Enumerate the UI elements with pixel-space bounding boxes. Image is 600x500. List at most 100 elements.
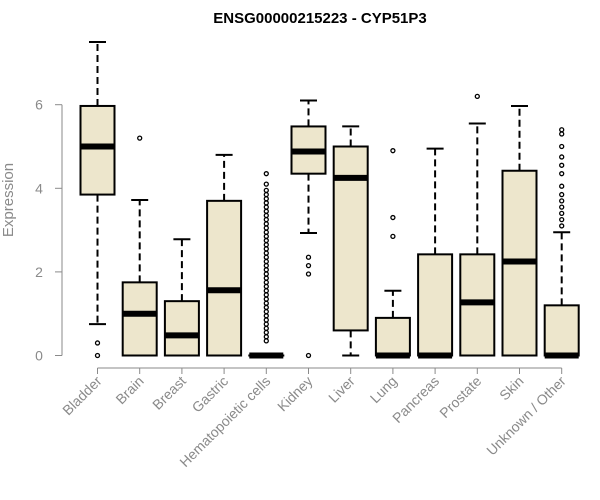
box-group bbox=[248, 171, 285, 359]
outlier-point bbox=[263, 233, 269, 240]
outlier-point bbox=[263, 329, 269, 336]
outlier-point bbox=[263, 242, 269, 248]
outlier-point bbox=[263, 267, 269, 273]
outlier-point bbox=[559, 198, 565, 204]
outlier-point bbox=[263, 262, 269, 269]
outlier-point bbox=[559, 154, 565, 160]
outlier-point bbox=[263, 208, 269, 214]
outlier-point bbox=[263, 221, 269, 227]
y-tick-label: 6 bbox=[35, 97, 43, 113]
outlier-point bbox=[559, 143, 565, 150]
x-tick-label: Skin bbox=[496, 373, 527, 404]
outlier-point bbox=[94, 340, 101, 346]
outlier-point bbox=[263, 288, 269, 294]
x-tick-label: Prostate bbox=[436, 373, 484, 421]
outlier-point bbox=[263, 246, 269, 252]
outlier-point bbox=[263, 237, 269, 244]
box-group bbox=[417, 147, 454, 359]
y-tick-label: 0 bbox=[35, 348, 43, 364]
y-tick-label: 2 bbox=[35, 264, 43, 280]
outlier-point bbox=[474, 93, 480, 99]
outlier-point bbox=[559, 131, 565, 137]
outlier-point bbox=[263, 325, 269, 331]
box bbox=[121, 281, 158, 357]
box bbox=[163, 300, 200, 357]
outlier-point bbox=[559, 127, 565, 133]
x-tick-label: Brain bbox=[112, 373, 146, 407]
outlier-point bbox=[137, 135, 143, 141]
outlier-point bbox=[559, 191, 565, 198]
outlier-point bbox=[559, 162, 565, 168]
outlier-point bbox=[263, 275, 269, 281]
box bbox=[417, 253, 454, 357]
y-axis: 0 2 4 6 bbox=[35, 97, 63, 364]
outlier-point bbox=[263, 200, 269, 206]
outlier-point bbox=[263, 283, 269, 290]
box bbox=[206, 199, 243, 357]
outlier-point bbox=[305, 352, 312, 359]
outlier-point bbox=[263, 308, 269, 315]
x-tick-label: Liver bbox=[325, 373, 358, 406]
outlier-point bbox=[305, 271, 312, 277]
x-tick-label: Pancreas bbox=[389, 373, 442, 426]
outlier-point bbox=[390, 148, 396, 154]
outlier-point bbox=[559, 216, 565, 223]
box-group bbox=[206, 153, 243, 357]
box-group bbox=[543, 127, 580, 359]
outlier-point bbox=[263, 229, 269, 235]
y-axis-label: Expression bbox=[0, 163, 17, 237]
outlier-point bbox=[263, 321, 269, 327]
outlier-point bbox=[263, 313, 269, 319]
plot-area bbox=[79, 41, 580, 359]
x-tick-label: Bladder bbox=[59, 373, 105, 419]
outlier-point bbox=[390, 214, 396, 221]
outlier-point bbox=[263, 187, 269, 194]
box-group bbox=[79, 41, 116, 359]
x-tick-label: Lung bbox=[367, 373, 400, 406]
outlier-point bbox=[263, 258, 269, 265]
outlier-point bbox=[263, 334, 269, 340]
outlier-point bbox=[559, 183, 565, 189]
box-group bbox=[501, 104, 538, 357]
outlier-point bbox=[559, 223, 565, 229]
x-tick-label: Breast bbox=[149, 373, 189, 413]
outlier-point bbox=[263, 196, 269, 202]
outlier-point bbox=[263, 191, 269, 198]
outlier-point bbox=[263, 317, 269, 323]
box bbox=[543, 304, 580, 357]
outlier-point bbox=[559, 210, 565, 217]
outlier-point bbox=[94, 352, 101, 359]
x-tick-label: Kidney bbox=[274, 373, 316, 415]
outlier-point bbox=[263, 216, 269, 223]
outlier-point bbox=[263, 292, 269, 298]
outlier-point bbox=[263, 304, 269, 311]
x-tick-label: Unknown / Other bbox=[483, 373, 569, 459]
outlier-point bbox=[263, 254, 269, 260]
box bbox=[332, 145, 369, 332]
box-group bbox=[332, 125, 369, 357]
outlier-point bbox=[559, 204, 565, 210]
box-group bbox=[163, 238, 200, 357]
outlier-point bbox=[263, 225, 269, 231]
outlier-point bbox=[263, 296, 269, 302]
outlier-point bbox=[263, 204, 269, 210]
box bbox=[374, 316, 411, 357]
outlier-point bbox=[263, 279, 269, 286]
outlier-point bbox=[263, 181, 269, 187]
outlier-point bbox=[390, 233, 396, 240]
outlier-point bbox=[305, 262, 312, 269]
y-tick-label: 4 bbox=[35, 180, 43, 196]
outlier-point bbox=[263, 250, 269, 256]
box bbox=[79, 104, 116, 196]
box-group bbox=[374, 148, 411, 359]
outlier-point bbox=[263, 338, 269, 344]
box-group bbox=[290, 99, 327, 359]
outlier-point bbox=[263, 271, 269, 277]
box-group bbox=[459, 93, 496, 357]
outlier-point bbox=[559, 171, 565, 177]
chart-title: ENSG00000215223 - CYP51P3 bbox=[213, 10, 426, 27]
outlier-point bbox=[263, 171, 269, 177]
outlier-point bbox=[263, 212, 269, 219]
